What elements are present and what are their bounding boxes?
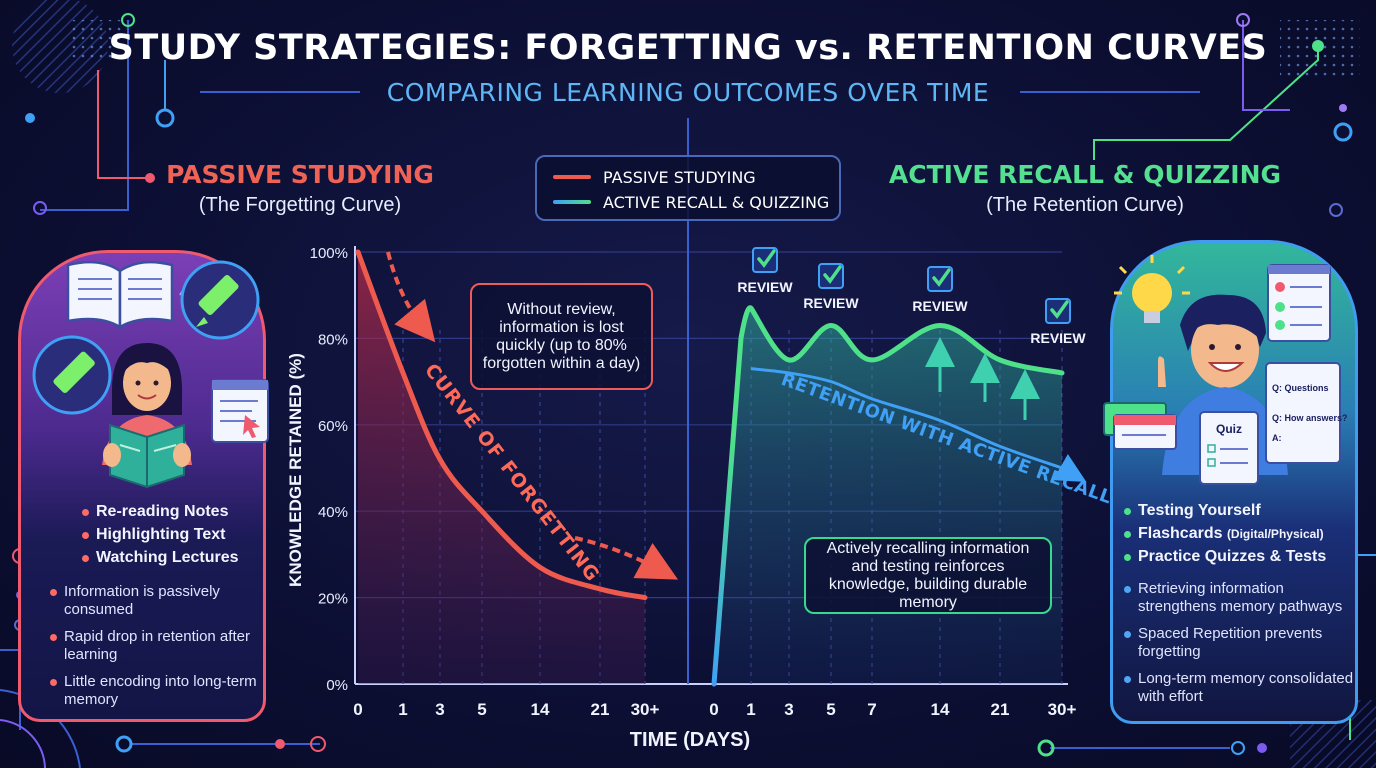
legend-item-active: ACTIVE RECALL & QUIZZING [553, 192, 829, 212]
legend-label: PASSIVE STUDYING [603, 167, 756, 187]
list-item: Practice Quizzes & Tests [1122, 548, 1354, 566]
legend-item-passive: PASSIVE STUDYING [553, 167, 756, 187]
x-tick-label: 0 [353, 700, 362, 719]
checkmark-icon [1050, 300, 1069, 319]
list-item: Information is passively consumed [48, 583, 263, 619]
page-subtitle: COMPARING LEARNING OUTCOMES OVER TIME [386, 78, 990, 107]
legend-swatch [553, 175, 591, 179]
list-item: Flashcards (Digital/Physical) [1122, 525, 1354, 543]
x-tick-label: 1 [746, 700, 755, 719]
review-marker: REVIEW [737, 247, 793, 295]
checklist-card-icon [1267, 264, 1331, 342]
lightbulb-icon [1114, 255, 1190, 323]
list-item: Re-reading Notes [80, 503, 260, 521]
review-label: REVIEW [1030, 330, 1086, 346]
quiz-question-2: Q: How answers? [1272, 413, 1348, 423]
x-tick-label: 30+ [1048, 700, 1077, 719]
passive-drop-arrow [386, 251, 436, 343]
x-axis-label: TIME (DAYS) [629, 729, 751, 751]
x-tick-label: 1 [398, 700, 407, 719]
list-item: Testing Yourself [1122, 502, 1354, 520]
passive-trend-arrow [574, 536, 679, 580]
highlighter-icon [180, 260, 260, 340]
x-tick-label: 5 [826, 700, 835, 719]
quiz-question-1: Q: Questions [1272, 383, 1329, 393]
y-axis-label: KNOWLEDGE RETAINED (%) [286, 353, 305, 587]
student-reading-avatar [102, 343, 192, 489]
x-tick-label: 14 [931, 700, 950, 719]
list-item-suffix: (Digital/Physical) [1226, 527, 1324, 541]
passive-illustration [32, 260, 269, 489]
x-tick-label: 14 [531, 700, 550, 719]
chart-legend: PASSIVE STUDYING ACTIVE RECALL & QUIZZIN… [535, 155, 841, 221]
legend-swatch [553, 200, 591, 204]
video-window-icon [211, 379, 269, 443]
active-section-subtitle: (The Retention Curve) [986, 194, 1184, 216]
y-tick-label: 0% [326, 677, 348, 694]
list-item: Watching Lectures [80, 549, 260, 567]
checkmark-icon [823, 265, 842, 284]
active-illustration: Quiz Q: Questions Q: How answers? A: [1103, 255, 1348, 485]
y-tick-label: 20% [318, 591, 348, 608]
checkmark-icon [757, 249, 776, 268]
marker-icon [32, 335, 112, 415]
y-tick-label: 80% [318, 331, 348, 348]
y-tick-label: 100% [310, 245, 348, 262]
review-marker: REVIEW [803, 263, 859, 311]
review-label: REVIEW [803, 295, 859, 311]
review-markers: REVIEW REVIEW REVIEW REVIEW [737, 247, 1086, 346]
x-tick-label: 7 [867, 700, 876, 719]
list-item: Spaced Repetition prevents forgetting [1122, 625, 1354, 661]
passive-callout: Without review, information is lost quic… [470, 283, 653, 390]
x-tick-label: 0 [709, 700, 718, 719]
x-tick-label: 21 [591, 700, 610, 719]
x-tick-label: 3 [435, 700, 444, 719]
question-notes-card: Q: Questions Q: How answers? A: [1265, 362, 1348, 464]
active-section-title: ACTIVE RECALL & QUIZZING [888, 160, 1282, 189]
quiz-card: Quiz [1199, 411, 1259, 485]
x-tick-label: 30+ [631, 700, 660, 719]
x-tick-label: 3 [784, 700, 793, 719]
active-methods-list: Testing Yourself Flashcards (Digital/Phy… [1122, 502, 1354, 571]
active-callout: Actively recalling information and testi… [804, 537, 1052, 614]
chart-ticks: 0% 20% 40% 60% 80% 100% 0 1 3 5 14 21 30+ 0 1 3 5 7 14 21 30… [310, 245, 1077, 719]
passive-area [358, 252, 645, 684]
review-label: REVIEW [912, 298, 968, 314]
x-tick-label: 5 [477, 700, 486, 719]
y-tick-label: 60% [318, 418, 348, 435]
passive-section-subtitle: (The Forgetting Curve) [198, 194, 402, 216]
x-tick-label: 21 [991, 700, 1010, 719]
list-item: Highlighting Text [80, 526, 260, 544]
passive-methods-list: Re-reading Notes Highlighting Text Watch… [80, 503, 260, 572]
passive-series-line [355, 249, 648, 601]
list-item-label: Flashcards [1138, 525, 1223, 542]
list-item: Little encoding into long-term memory [48, 673, 263, 709]
list-item: Retrieving information strengthens memor… [1122, 580, 1354, 616]
chart-areas [358, 252, 1062, 684]
y-tick-label: 40% [318, 504, 348, 521]
passive-section-title: PASSIVE STUDYING [166, 160, 434, 189]
open-book-icon [66, 260, 174, 330]
list-item: Rapid drop in retention after learning [48, 628, 263, 664]
legend-label: ACTIVE RECALL & QUIZZING [603, 192, 830, 212]
checkmark-icon [932, 268, 951, 287]
retention-trend-line [750, 367, 1087, 482]
review-marker: REVIEW [912, 266, 968, 314]
flashcards-icon [1103, 402, 1177, 450]
passive-effects-list: Information is passively consumed Rapid … [48, 583, 263, 718]
review-label: REVIEW [737, 279, 793, 295]
active-effects-list: Retrieving information strengthens memor… [1122, 580, 1354, 715]
review-marker: REVIEW [1030, 298, 1086, 346]
list-item: Long-term memory consolidated with effor… [1122, 670, 1354, 706]
quiz-answer: A: [1272, 433, 1282, 443]
quiz-card-title: Quiz [1216, 422, 1242, 436]
page-title: STUDY STRATEGIES: FORGETTING vs. RETENTI… [108, 28, 1268, 68]
